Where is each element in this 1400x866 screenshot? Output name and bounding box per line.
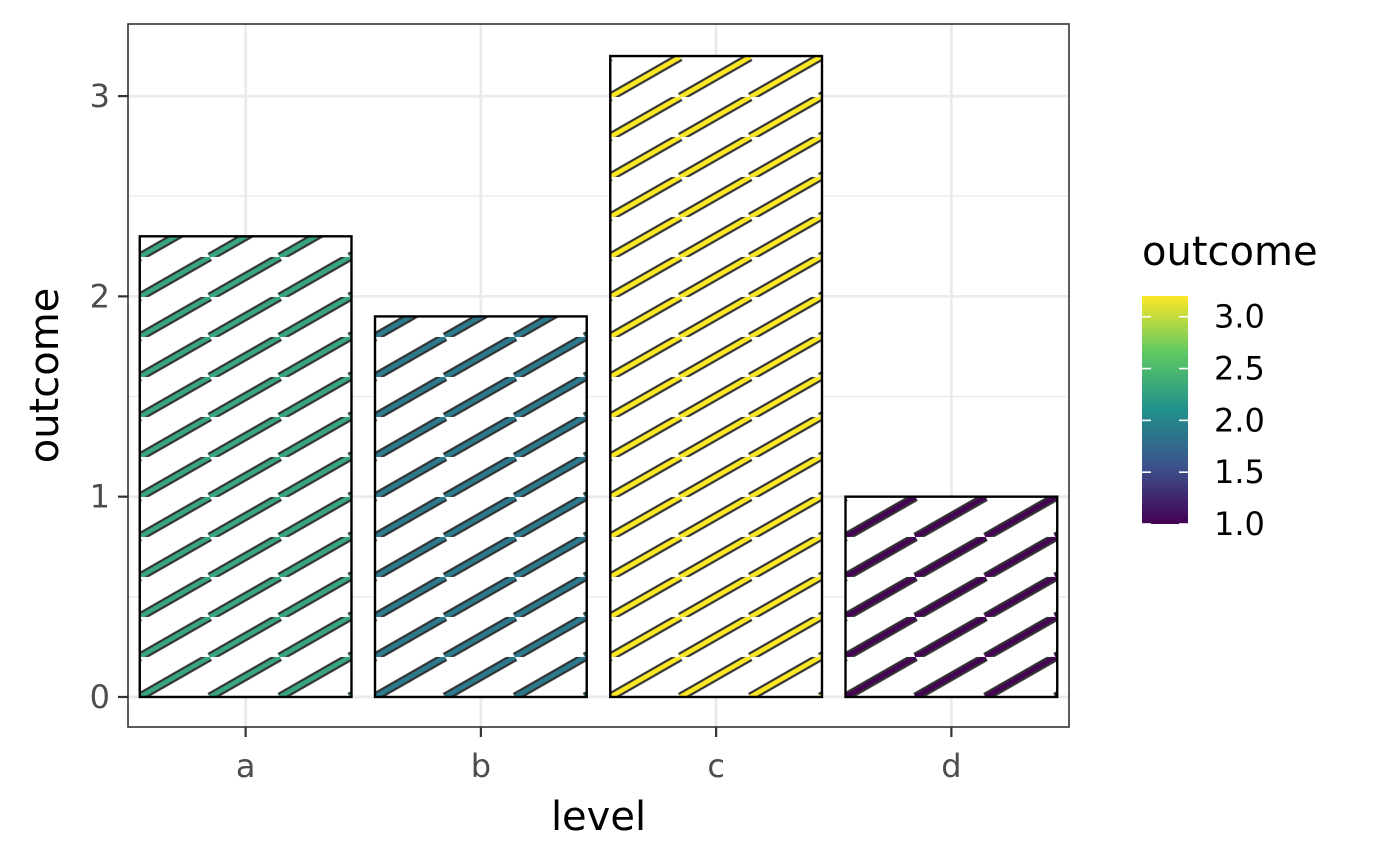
x-tick-label: a bbox=[236, 747, 256, 785]
legend-tick-label: 3.0 bbox=[1214, 298, 1265, 336]
y-tick-label: 0 bbox=[90, 678, 110, 716]
legend-tick-label: 2.5 bbox=[1214, 350, 1265, 388]
x-tick-label: b bbox=[471, 747, 491, 785]
legend-tick-label: 2.0 bbox=[1214, 401, 1265, 439]
bar-c bbox=[609, 54, 824, 699]
y-tick-label: 1 bbox=[90, 478, 110, 516]
legend-title: outcome bbox=[1142, 229, 1318, 275]
plot-area bbox=[127, 23, 1070, 728]
x-axis: a b c d bbox=[236, 727, 962, 785]
bars bbox=[138, 54, 1059, 699]
bar-b bbox=[373, 315, 588, 699]
bar-a bbox=[138, 235, 353, 699]
x-tick-label: c bbox=[707, 747, 725, 785]
x-axis-title: level bbox=[551, 794, 646, 840]
bar-d bbox=[844, 495, 1059, 699]
legend-ticks: 1.0 1.5 2.0 2.5 3.0 bbox=[1142, 298, 1265, 543]
x-tick-label: d bbox=[941, 747, 961, 785]
y-tick-label: 3 bbox=[90, 77, 110, 115]
y-tick-label: 2 bbox=[90, 277, 110, 315]
legend-colorbar bbox=[1142, 296, 1188, 524]
y-axis: 0 1 2 3 bbox=[90, 77, 128, 716]
legend: outcome 1.0 1.5 2.0 2.5 3.0 bbox=[1142, 229, 1318, 543]
legend-tick-label: 1.0 bbox=[1214, 505, 1265, 543]
plot-border bbox=[127, 23, 1070, 728]
legend-tick-label: 1.5 bbox=[1214, 453, 1265, 491]
y-axis-title: outcome bbox=[22, 288, 68, 464]
